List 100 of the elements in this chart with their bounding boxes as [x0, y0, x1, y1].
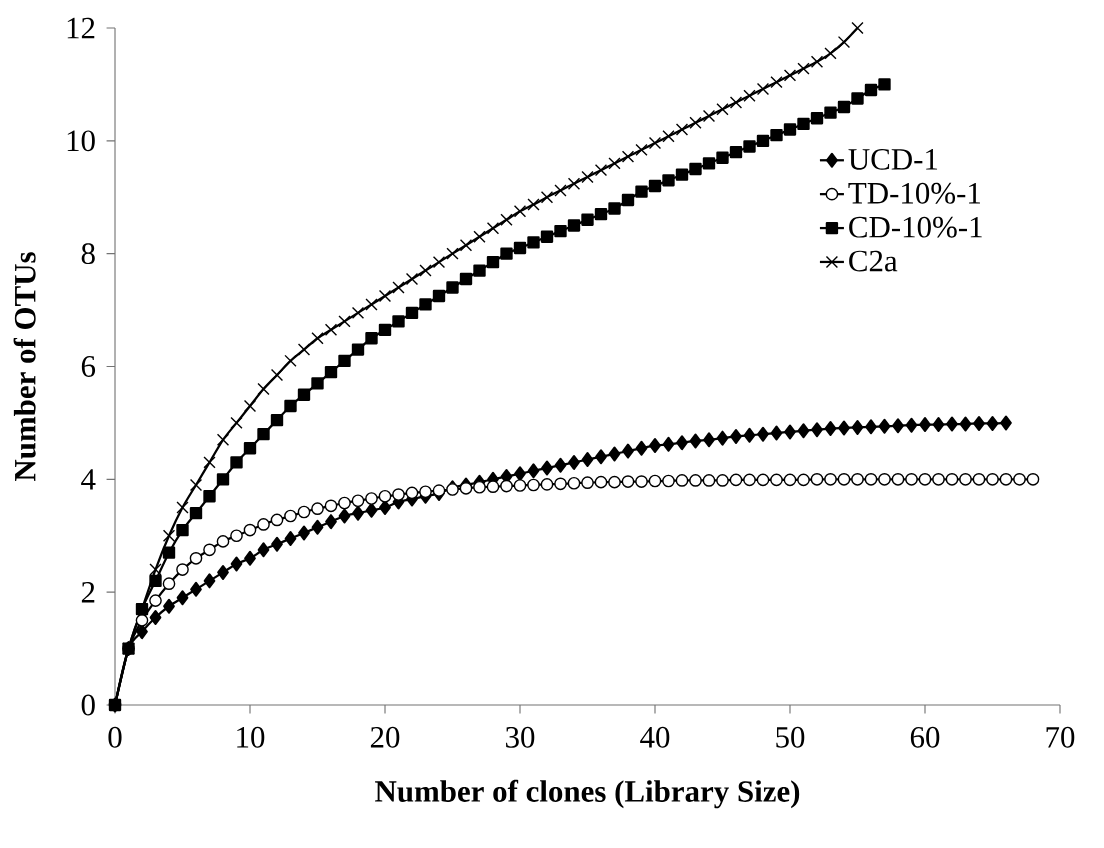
y-axis-title: Number of OTUs: [13, 252, 36, 482]
point: [243, 399, 257, 413]
point: [486, 255, 500, 269]
point: [540, 230, 554, 243]
point: [324, 323, 338, 336]
point: [756, 82, 770, 96]
point: [338, 354, 351, 368]
point: [675, 123, 689, 136]
y-tick-label: 2: [81, 581, 95, 603]
point: [378, 289, 392, 303]
point: [351, 306, 365, 320]
point: [297, 343, 311, 356]
point: [567, 177, 581, 190]
point: [500, 213, 513, 226]
point: [810, 55, 824, 69]
point: [608, 202, 621, 215]
point: [405, 306, 419, 320]
point: [284, 399, 297, 413]
point: [203, 490, 216, 503]
point: [527, 198, 540, 211]
point: [743, 89, 756, 102]
point: [797, 117, 810, 131]
point: [270, 413, 284, 427]
point: [149, 563, 162, 576]
point: [851, 21, 864, 35]
point: [365, 298, 378, 311]
point: [459, 239, 473, 252]
point: [473, 264, 486, 277]
point: [324, 365, 338, 379]
point: [162, 546, 176, 559]
legend-label: UCD-1: [848, 148, 938, 170]
point: [662, 174, 675, 187]
point: [419, 264, 432, 277]
x-tick-label: 0: [108, 726, 122, 748]
point: [635, 185, 648, 198]
point: [230, 456, 243, 469]
point: [365, 332, 378, 345]
y-tick-label: 8: [81, 243, 95, 265]
point: [419, 298, 432, 311]
point: [581, 170, 594, 184]
legend-label: CD-10%-1: [849, 216, 982, 238]
y-tick-label: 10: [67, 130, 95, 152]
x-tick-label: 20: [370, 726, 400, 748]
point: [675, 168, 689, 181]
point: [878, 78, 891, 91]
point: [608, 157, 621, 170]
point: [635, 143, 648, 157]
legend-label: TD-10%-1: [848, 182, 980, 204]
y-tick-label: 4: [81, 469, 96, 490]
point: [500, 247, 513, 260]
point: [824, 106, 837, 119]
point: [432, 255, 446, 269]
x-tick-label: 30: [506, 726, 535, 748]
point: [216, 433, 230, 446]
point: [662, 130, 675, 143]
x-tick-label: 10: [237, 726, 265, 748]
point: [554, 184, 567, 197]
point: [648, 179, 662, 193]
point: [446, 281, 459, 294]
point: [203, 456, 216, 469]
point: [716, 103, 729, 116]
point: [581, 213, 594, 226]
point: [797, 62, 810, 75]
point: [297, 388, 311, 401]
x-tick-label: 50: [776, 726, 805, 748]
point: [216, 473, 230, 486]
point: [473, 230, 486, 243]
point: [257, 382, 270, 396]
point: [230, 416, 243, 430]
point: [540, 191, 554, 204]
point: [810, 112, 824, 125]
point: [567, 219, 581, 232]
point: [189, 478, 203, 492]
point: [770, 128, 783, 142]
point: [554, 224, 567, 238]
point: [176, 523, 189, 537]
point: [783, 69, 797, 82]
point: [392, 281, 405, 294]
point: [311, 377, 324, 390]
point: [338, 315, 351, 328]
y-tick-label: 6: [81, 356, 96, 377]
point: [594, 207, 608, 221]
point: [702, 157, 716, 170]
point: [770, 75, 783, 89]
y-tick-label: 12: [67, 17, 95, 39]
point: [837, 100, 851, 114]
point: [378, 323, 392, 337]
point: [783, 123, 797, 136]
point: [257, 427, 270, 441]
x-tick-label: 60: [910, 726, 940, 748]
point: [513, 205, 527, 218]
legend-label: C2a: [849, 250, 898, 272]
point: [243, 442, 257, 455]
x-tick-label: 70: [1046, 726, 1075, 748]
point: [743, 140, 756, 153]
point: [621, 150, 635, 163]
point: [405, 272, 419, 286]
point: [176, 501, 189, 514]
point: [527, 236, 540, 249]
point: [648, 136, 662, 150]
